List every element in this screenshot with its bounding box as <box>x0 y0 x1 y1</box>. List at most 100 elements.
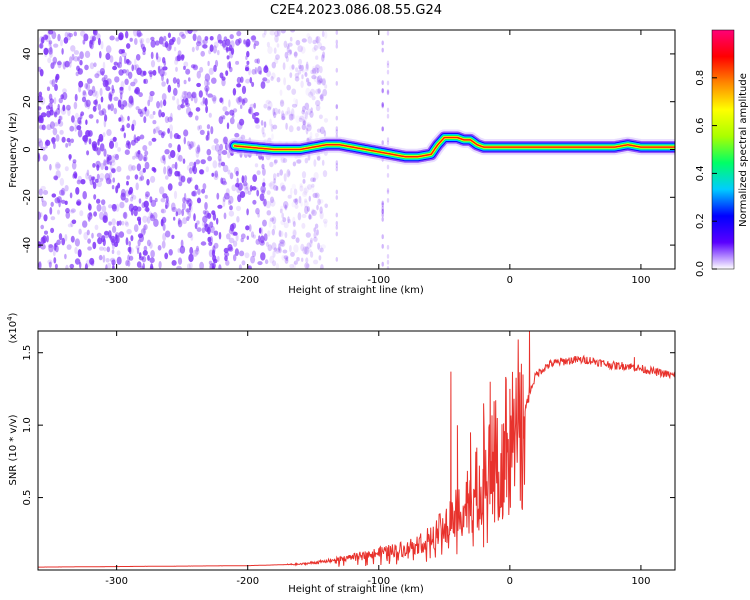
noise-speckle <box>104 114 108 122</box>
noise-speckle <box>48 102 53 110</box>
noise-speckle <box>182 197 186 203</box>
noise-speckle <box>199 129 205 135</box>
noise-speckle <box>273 111 277 119</box>
noise-speckle <box>158 36 164 45</box>
noise-speckle <box>81 96 87 103</box>
noise-speckle <box>305 61 309 70</box>
noise-speckle <box>85 82 91 91</box>
noise-speckle <box>148 211 152 219</box>
noise-speckle <box>73 31 78 37</box>
noise-speckle <box>381 200 384 206</box>
noise-speckle <box>39 69 44 77</box>
noise-speckle <box>229 117 235 125</box>
noise-speckle <box>82 220 88 228</box>
noise-speckle <box>134 58 137 66</box>
noise-speckle <box>335 104 338 110</box>
noise-speckle <box>386 198 390 203</box>
noise-speckle <box>283 173 287 182</box>
noise-speckle <box>304 72 308 77</box>
noise-speckle <box>219 97 223 103</box>
noise-speckle <box>164 149 170 155</box>
noise-speckle <box>107 103 111 110</box>
noise-speckle <box>131 165 136 171</box>
noise-speckle <box>109 103 114 112</box>
noise-speckle <box>181 98 185 104</box>
noise-speckle <box>69 56 73 64</box>
noise-speckle <box>235 182 240 188</box>
noise-speckle <box>218 231 222 240</box>
noise-speckle <box>60 106 67 115</box>
noise-speckle <box>117 182 121 189</box>
noise-speckle <box>263 121 267 128</box>
noise-speckle <box>142 225 147 234</box>
noise-speckle <box>278 230 282 237</box>
noise-speckle <box>250 255 256 264</box>
noise-speckle <box>226 233 231 240</box>
noise-speckle <box>278 248 282 253</box>
noise-speckle <box>186 106 192 116</box>
noise-speckle <box>174 55 181 62</box>
noise-speckle <box>238 96 243 103</box>
noise-speckle <box>191 191 196 197</box>
noise-speckle <box>54 110 57 117</box>
noise-speckle <box>319 126 325 135</box>
noise-speckle <box>315 104 321 112</box>
noise-speckle <box>142 262 145 269</box>
noise-speckle <box>255 124 261 129</box>
noise-speckle <box>335 67 338 73</box>
noise-speckle <box>216 192 220 200</box>
noise-speckle <box>243 175 248 183</box>
noise-speckle <box>192 64 199 71</box>
noise-speckle <box>177 144 181 153</box>
noise-speckle <box>225 38 231 47</box>
noise-speckle <box>181 208 185 217</box>
noise-speckle <box>253 102 256 109</box>
noise-speckle <box>218 116 224 125</box>
noise-speckle <box>99 211 104 220</box>
noise-speckle <box>121 220 125 226</box>
noise-speckle <box>234 248 239 256</box>
noise-speckle <box>202 44 208 49</box>
noise-speckle <box>221 150 228 155</box>
noise-speckle <box>176 171 181 177</box>
noise-speckle <box>297 212 302 221</box>
noise-speckle <box>222 106 228 112</box>
noise-speckle <box>124 220 129 226</box>
noise-speckle <box>300 80 304 88</box>
noise-speckle <box>254 117 259 124</box>
noise-speckle <box>283 222 289 229</box>
noise-speckle <box>96 70 102 76</box>
noise-speckle <box>235 39 241 46</box>
noise-speckle <box>251 250 257 258</box>
noise-speckle <box>264 259 269 265</box>
noise-speckle <box>48 30 54 35</box>
noise-speckle <box>253 43 256 50</box>
noise-speckle <box>76 179 82 185</box>
noise-speckle <box>120 116 125 123</box>
noise-speckle <box>196 82 202 88</box>
noise-speckle <box>103 148 107 157</box>
noise-speckle <box>283 201 289 209</box>
noise-speckle <box>301 109 306 115</box>
noise-speckle <box>94 224 99 230</box>
chart-title: C2E4.2023.086.08.55.G24 <box>270 3 442 18</box>
noise-speckle <box>176 36 181 45</box>
noise-speckle <box>199 261 204 269</box>
noise-speckle <box>231 112 235 118</box>
noise-speckle <box>289 72 293 78</box>
noise-speckle <box>163 35 167 42</box>
noise-speckle <box>291 183 296 190</box>
noise-speckle <box>128 71 133 80</box>
noise-speckle <box>153 218 159 227</box>
noise-speckle <box>319 66 323 74</box>
noise-speckle <box>250 35 256 41</box>
noise-speckle <box>196 220 200 225</box>
noise-speckle <box>53 122 59 127</box>
noise-speckle <box>381 205 384 211</box>
noise-speckle <box>38 106 42 111</box>
noise-speckle <box>164 116 169 124</box>
noise-speckle <box>195 45 199 51</box>
noise-speckle <box>386 266 390 269</box>
noise-speckle <box>269 30 276 36</box>
noise-speckle <box>381 202 384 208</box>
